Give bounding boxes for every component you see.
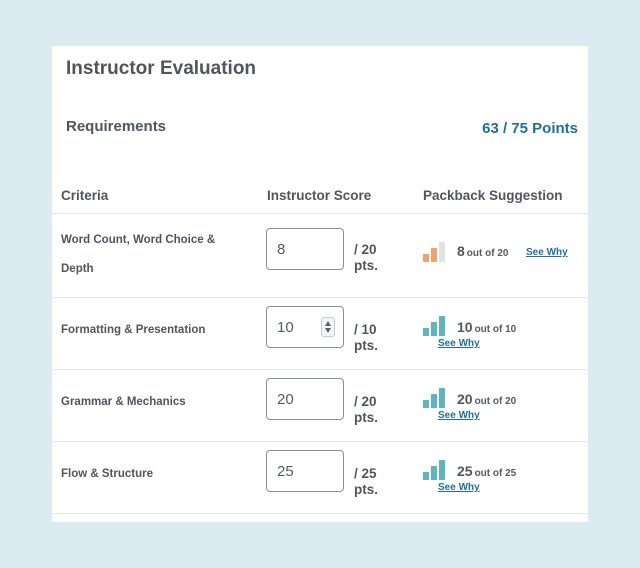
max-points-value: / 25 — [354, 466, 377, 481]
table-row: Word Count, Word Choice & Depth 8 / 20 p… — [52, 214, 588, 298]
score-value: 8 — [277, 241, 286, 258]
suggestion-bar — [423, 472, 429, 480]
criteria-label: Flow & Structure — [61, 468, 154, 480]
see-why-link[interactable]: See Why — [526, 247, 568, 258]
points-unit: pts. — [354, 482, 379, 497]
chevron-down-icon[interactable] — [325, 328, 331, 333]
suggestion-bars-icon — [423, 458, 447, 480]
max-points-value: / 20 — [354, 242, 377, 257]
suggestion-bars-icon — [423, 314, 447, 336]
suggestion-value: 8 — [457, 243, 465, 259]
suggestion-bar — [423, 254, 429, 262]
column-header-packback-suggestion: Packback Suggestion — [423, 188, 563, 203]
column-header-criteria: Criteria — [61, 188, 109, 203]
score-input-grammar[interactable]: 20 — [266, 378, 344, 420]
suggestion-bar — [439, 316, 445, 336]
criteria-label: Grammar & Mechanics — [61, 396, 186, 408]
max-points: / 10 pts. — [354, 322, 378, 354]
suggestion-out-of: out of 10 — [474, 324, 517, 335]
chevron-up-icon[interactable] — [325, 321, 331, 326]
max-points: / 25 pts. — [354, 466, 378, 498]
suggestion-value: 20 — [457, 391, 473, 407]
see-why-link[interactable]: See Why — [438, 338, 480, 349]
page-title: Instructor Evaluation — [66, 58, 257, 79]
column-header-instructor-score: Instructor Score — [267, 188, 372, 203]
suggestion-bar — [439, 242, 445, 262]
score-input-flow[interactable]: 25 — [266, 450, 344, 492]
score-value: 25 — [277, 463, 294, 480]
suggestion-bars-icon — [423, 240, 447, 262]
suggestion-out-of: out of 20 — [466, 248, 509, 259]
suggestion-score: 20 out of 20 — [457, 391, 516, 407]
score-input-word-count[interactable]: 8 — [266, 228, 344, 270]
points-unit: pts. — [354, 338, 379, 353]
suggestion-bar — [423, 400, 429, 408]
suggestion-out-of: out of 25 — [474, 468, 517, 479]
score-input-formatting[interactable]: 10 — [266, 306, 344, 348]
suggestion-bars-icon — [423, 386, 447, 408]
number-stepper[interactable] — [321, 317, 335, 337]
table-header: Criteria Instructor Score Packback Sugge… — [52, 186, 588, 214]
suggestion-bar — [431, 394, 437, 408]
score-value: 20 — [277, 391, 294, 408]
points-unit: pts. — [354, 258, 379, 273]
suggestion-value: 10 — [457, 319, 473, 335]
score-value: 10 — [277, 319, 294, 336]
suggestion-bar — [431, 466, 437, 480]
see-why-link[interactable]: See Why — [438, 410, 480, 421]
suggestion-value: 25 — [457, 463, 473, 479]
suggestion-bar — [431, 322, 437, 336]
table-row: Formatting & Presentation 10 / 10 pts. 1… — [52, 298, 588, 370]
points-unit: pts. — [354, 410, 379, 425]
see-why-link[interactable]: See Why — [438, 482, 480, 493]
table-row: Flow & Structure 25 / 25 pts. 25 out of 2… — [52, 442, 588, 514]
max-points-value: / 10 — [354, 322, 377, 337]
max-points: / 20 pts. — [354, 394, 378, 426]
suggestion-score: 25 out of 25 — [457, 463, 516, 479]
table-row: Grammar & Mechanics 20 / 20 pts. 20 out o… — [52, 370, 588, 442]
suggestion-bar — [439, 460, 445, 480]
points-summary: 63 / 75 Points — [482, 120, 578, 137]
suggestion-score: 10 out of 10 — [457, 319, 516, 335]
max-points-value: / 20 — [354, 394, 377, 409]
max-points: / 20 pts. — [354, 242, 378, 274]
suggestion-out-of: out of 20 — [474, 396, 517, 407]
criteria-label: Formatting & Presentation — [61, 324, 206, 336]
suggestion-bar — [423, 328, 429, 336]
suggestion-score: 8 out of 20 — [457, 243, 508, 259]
suggestion-bar — [431, 248, 437, 262]
evaluation-card: Instructor Evaluation Requirements 63 / … — [52, 46, 588, 522]
requirements-heading: Requirements — [66, 118, 167, 135]
criteria-label: Word Count, Word Choice & Depth — [61, 234, 216, 275]
suggestion-bar — [439, 388, 445, 408]
